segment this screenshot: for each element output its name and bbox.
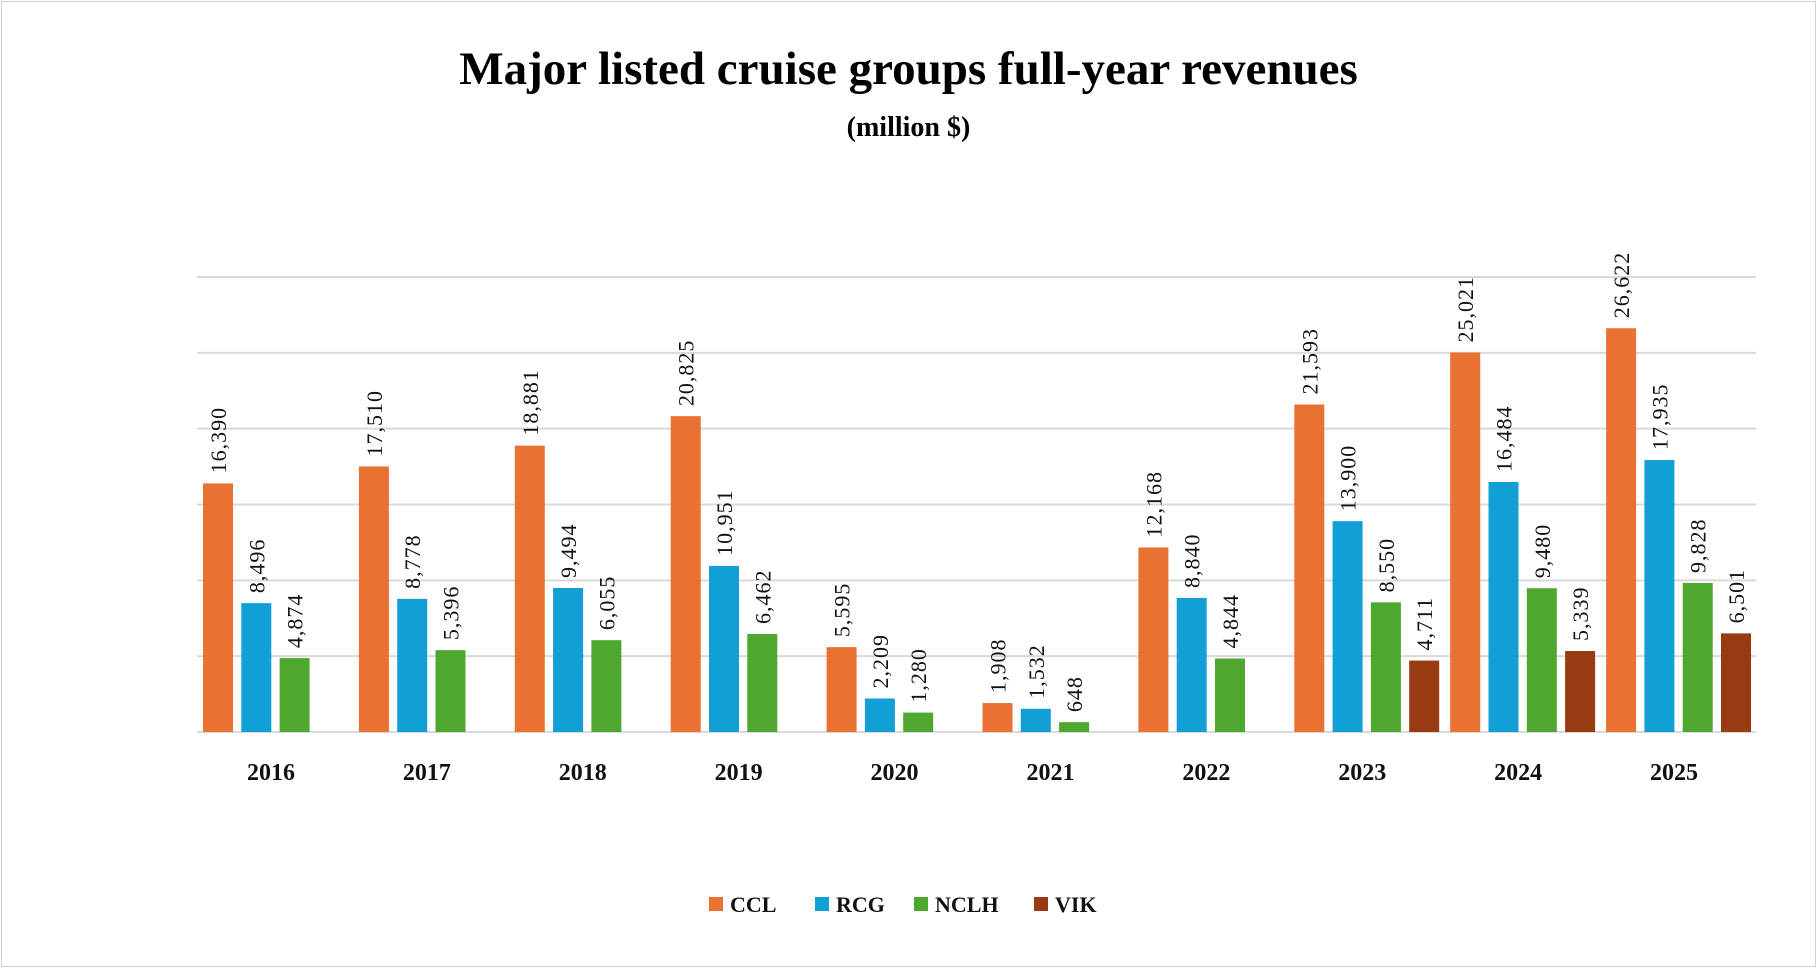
- bar-rcg-2017: [397, 598, 428, 732]
- data-label: 1,532: [1024, 644, 1049, 699]
- data-label: 13,900: [1336, 445, 1361, 512]
- bar-rcg-2024: [1488, 481, 1519, 732]
- bar-ccl-2017: [358, 466, 389, 732]
- legend-label-ccl: CCL: [730, 892, 776, 917]
- data-label: 21,593: [1297, 328, 1322, 395]
- data-label: 9,494: [556, 524, 581, 579]
- x-tick-label: 2025: [1650, 760, 1698, 786]
- data-label: 25,021: [1453, 276, 1478, 343]
- legend-swatch-vik: [1034, 897, 1048, 911]
- data-label: 8,550: [1374, 538, 1399, 593]
- data-label: 8,496: [244, 539, 269, 594]
- x-tick-label: 2018: [559, 760, 607, 786]
- bar-ccl-2018: [514, 445, 545, 732]
- data-label: 5,339: [1568, 587, 1593, 642]
- bar-ccl-2023: [1294, 404, 1325, 732]
- bar-nclh-2023: [1370, 602, 1401, 732]
- x-tick-label: 2017: [403, 760, 451, 786]
- data-label: 648: [1062, 676, 1087, 712]
- bar-ccl-2016: [203, 483, 233, 732]
- x-tick-label: 2020: [871, 760, 919, 786]
- bar-nclh-2018: [591, 640, 622, 732]
- data-label: 17,510: [362, 390, 387, 457]
- data-label: 26,622: [1609, 252, 1634, 319]
- data-label: 4,711: [1412, 597, 1437, 651]
- data-label: 8,840: [1180, 533, 1205, 588]
- bar-nclh-2022: [1215, 658, 1245, 732]
- legend-label-vik: VIK: [1055, 892, 1097, 917]
- x-tick-label: 2019: [715, 760, 763, 786]
- bar-vik-2023: [1409, 660, 1440, 732]
- bar-ccl-2024: [1450, 352, 1481, 732]
- bar-nclh-2020: [903, 712, 934, 732]
- data-label: 17,935: [1647, 383, 1672, 450]
- legend-swatch-nclh: [914, 897, 928, 911]
- data-label: 12,168: [1141, 471, 1166, 538]
- bar-rcg-2022: [1176, 597, 1207, 732]
- x-tick-label: 2024: [1494, 760, 1542, 786]
- bar-ccl-2022: [1138, 547, 1169, 732]
- data-label: 4,874: [283, 594, 308, 649]
- data-label: 5,595: [830, 583, 855, 638]
- data-label: 18,881: [518, 369, 543, 436]
- bar-ccl-2021: [982, 703, 1013, 732]
- data-label: 1,280: [906, 648, 931, 703]
- data-label: 16,484: [1492, 405, 1517, 472]
- bar-nclh-2021: [1059, 722, 1090, 732]
- bar-rcg-2018: [553, 588, 584, 732]
- bar-nclh-2016: [279, 658, 310, 732]
- chart-subtitle: (million $): [846, 112, 971, 143]
- data-label: 2,209: [868, 634, 893, 689]
- bar-ccl-2025: [1606, 328, 1637, 732]
- data-label: 6,501: [1724, 569, 1749, 624]
- bar-ccl-2019: [670, 416, 701, 732]
- x-tick-label: 2022: [1182, 760, 1230, 786]
- bar-rcg-2023: [1332, 521, 1363, 732]
- bar-rcg-2025: [1644, 459, 1675, 732]
- legend-swatch-ccl: [709, 897, 723, 911]
- data-label: 16,390: [206, 407, 231, 474]
- bar-nclh-2017: [435, 650, 466, 732]
- bar-rcg-2016: [241, 603, 272, 732]
- bar-rcg-2021: [1020, 708, 1051, 732]
- x-tick-label: 2023: [1338, 760, 1386, 786]
- bar-rcg-2019: [709, 565, 739, 732]
- data-label: 5,396: [439, 586, 464, 641]
- legend-swatch-rcg: [815, 897, 829, 911]
- data-label: 4,844: [1218, 594, 1243, 649]
- data-label: 8,778: [400, 534, 425, 589]
- data-label: 20,825: [674, 340, 699, 407]
- x-tick-label: 2021: [1026, 760, 1074, 786]
- data-label: 6,055: [594, 576, 619, 631]
- bar-nclh-2025: [1682, 582, 1713, 732]
- bar-vik-2025: [1721, 633, 1751, 732]
- data-label: 6,462: [750, 569, 775, 624]
- legend-label-rcg: RCG: [836, 892, 885, 917]
- legend-label-nclh: NCLH: [935, 892, 999, 917]
- bar-vik-2024: [1565, 651, 1596, 732]
- bar-ccl-2020: [826, 647, 857, 732]
- data-label: 10,951: [712, 489, 737, 556]
- chart-title: Major listed cruise groups full-year rev…: [459, 43, 1358, 95]
- data-label: 9,828: [1686, 518, 1711, 573]
- data-label: 1,908: [986, 639, 1011, 694]
- bar-nclh-2019: [747, 633, 778, 732]
- x-tick-label: 2016: [247, 760, 295, 786]
- data-label: 9,480: [1530, 524, 1555, 579]
- bar-rcg-2020: [864, 698, 895, 732]
- bar-nclh-2024: [1526, 588, 1557, 732]
